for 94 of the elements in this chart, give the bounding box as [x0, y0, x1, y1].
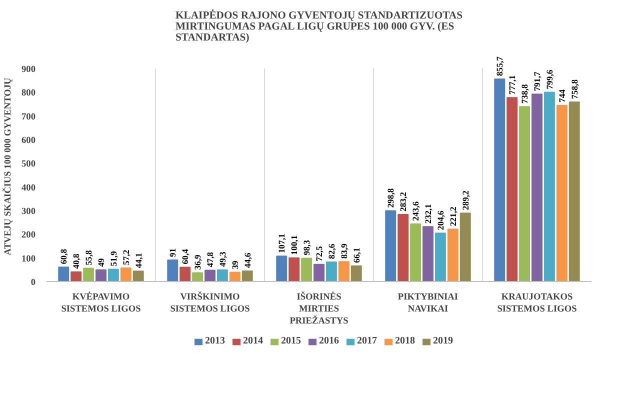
x-tick-label: PIKTYBINIAI NAVIKAI [398, 292, 458, 314]
bar [519, 106, 530, 282]
data-label: 39 [230, 260, 240, 270]
bar [229, 272, 240, 282]
bar [544, 92, 555, 282]
x-tick-label: VIRŠKINIMO SISTEMOS LIGOS [170, 290, 250, 314]
bar [326, 261, 337, 282]
data-label: 66,1 [351, 248, 362, 263]
bar [70, 271, 82, 282]
bar [204, 270, 216, 282]
bar [532, 94, 542, 282]
legend-label: 2014 [243, 336, 263, 346]
bar [506, 97, 518, 282]
data-label: 51,9 [108, 250, 118, 266]
data-label: 799,6 [544, 69, 554, 90]
legend-label: 2013 [205, 336, 225, 346]
data-label: 283,2 [398, 192, 408, 212]
y-axis-title: ATVEJŲ SKAIČIUS 100 000 GYVENTOJŲ [2, 78, 14, 256]
data-label: 60,4 [180, 248, 190, 264]
data-label: 758,8 [569, 78, 580, 99]
data-label: 49 [96, 258, 106, 267]
bar [434, 232, 446, 282]
data-label: 289,2 [460, 190, 470, 210]
y-tick-label: 800 [22, 88, 36, 99]
bar [568, 101, 580, 282]
bar [58, 266, 70, 282]
data-label: 744 [556, 88, 567, 102]
bar [167, 259, 178, 282]
data-label: 221,2 [448, 206, 458, 226]
data-label: 36,9 [192, 254, 203, 270]
data-label: 204,6 [435, 210, 446, 230]
legend-label: 2017 [357, 336, 377, 346]
legend-label: 2015 [281, 336, 301, 346]
bar [132, 270, 144, 282]
data-label: 91 [168, 248, 178, 257]
data-label: 777,1 [507, 75, 518, 95]
data-label: 49,3 [217, 251, 228, 267]
bar [350, 265, 362, 282]
bar [398, 214, 409, 282]
bar [242, 270, 253, 282]
bar [301, 258, 312, 282]
data-label: 44,6 [242, 252, 252, 268]
data-label: 855,7 [494, 56, 505, 76]
bar [338, 261, 350, 282]
y-tick-label: 200 [22, 230, 36, 241]
bar [385, 210, 396, 282]
bar [460, 212, 471, 282]
bar [276, 256, 288, 282]
x-tick-label: IŠORINĖS MIRTIES PRIEŽASTYS [290, 290, 348, 326]
chart-title: KLAIPĖDOS RAJONO GYVENTOJŲ STANDARTIZUOTAS MIRTINGUMAS PAGAL LIGŲ GRUPES 100 000 GYV. (ES STANDARTAS) [175, 8, 463, 44]
bar [447, 228, 458, 282]
data-label: 243,6 [410, 200, 421, 221]
y-tick-label: 500 [22, 160, 36, 170]
legend-label: 2018 [395, 336, 415, 346]
y-tick-label: 700 [22, 112, 36, 122]
bar [120, 267, 132, 282]
bar [180, 266, 191, 282]
bar [410, 223, 422, 282]
x-tick-label: KVĖPAVIMO SISTEMOS LIGOS [61, 292, 141, 314]
bar [83, 268, 94, 282]
y-tick-label: 400 [22, 183, 36, 194]
bar [556, 104, 568, 282]
data-label: 82,6 [326, 243, 336, 259]
data-label: 55,8 [84, 249, 94, 266]
data-label: 83,9 [338, 242, 349, 259]
bar [192, 272, 204, 282]
legend-label: 2019 [433, 336, 453, 346]
data-label: 791,7 [532, 71, 542, 92]
y-tick-label: 0 [30, 278, 36, 288]
bar [288, 257, 300, 282]
bar [494, 78, 506, 282]
data-label: 100,1 [289, 235, 300, 255]
x-tick-label: KRAUJOTAKOS SISTEMOS LIGOS [497, 292, 577, 314]
data-label: 57,2 [120, 250, 131, 265]
data-label: 44,1 [133, 252, 144, 268]
legend-label: 2016 [319, 336, 339, 346]
data-label: 72,5 [314, 246, 324, 262]
bar [422, 226, 434, 282]
bar [108, 268, 119, 282]
y-tick-label: 900 [22, 65, 36, 76]
data-label: 107,1 [276, 234, 287, 254]
data-label: 40,8 [71, 253, 82, 269]
data-label: 232,1 [423, 204, 433, 224]
y-tick-label: 600 [22, 136, 36, 146]
bar [216, 269, 228, 282]
y-tick-label: 100 [22, 254, 36, 264]
bar [314, 264, 324, 282]
bar [96, 269, 106, 282]
y-tick-label: 300 [22, 207, 36, 218]
data-label: 738,8 [520, 84, 530, 104]
data-label: 98,3 [302, 239, 312, 256]
data-label: 47,8 [205, 251, 215, 268]
data-label: 298,8 [386, 188, 396, 208]
data-label: 60,8 [58, 248, 69, 264]
